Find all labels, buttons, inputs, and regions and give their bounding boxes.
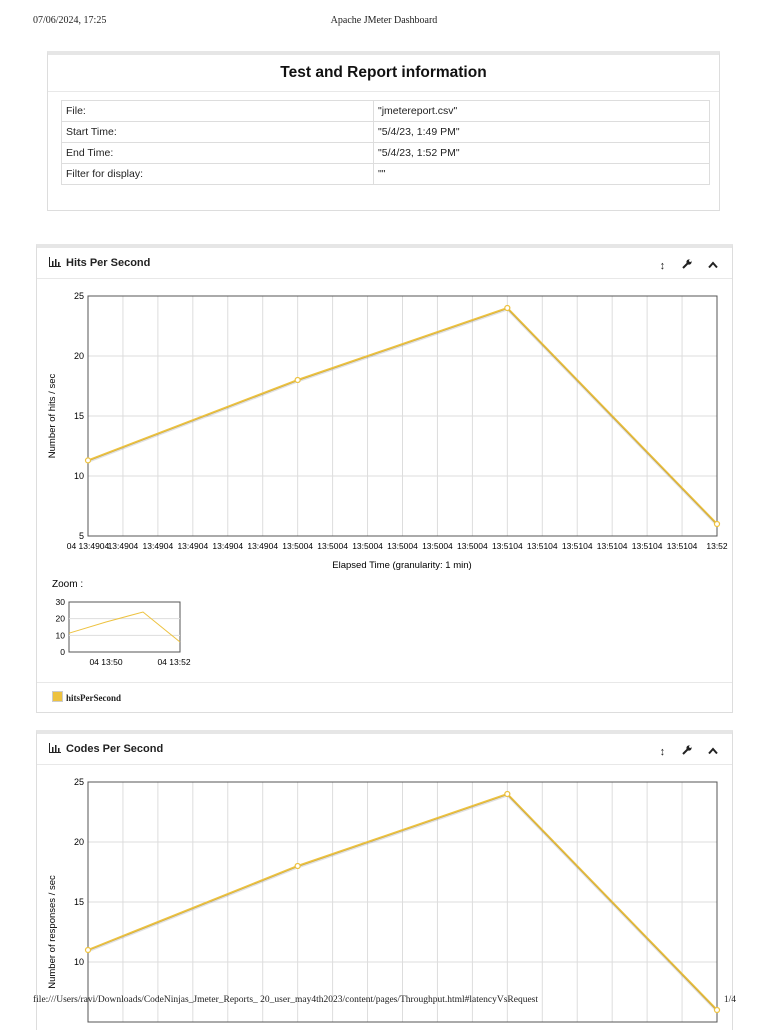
zoom-x-tick-label: 04 13:52: [157, 657, 190, 667]
y-tick-label: 25: [74, 291, 84, 301]
x-tick-label: 13:5004: [422, 541, 453, 551]
table-row: File: "jmetereport.csv": [61, 100, 710, 122]
y-axis-label: Number of hits / sec: [47, 374, 58, 459]
info-label: Start Time:: [61, 121, 374, 143]
legend-swatch: [52, 691, 63, 702]
y-tick-label: 15: [74, 897, 84, 907]
report-info-table: File: "jmetereport.csv" Start Time: "5/4/2…: [61, 100, 710, 185]
y-tick-label: 20: [74, 837, 84, 847]
resize-vertical-icon[interactable]: ↕: [659, 746, 666, 758]
y-axis-label: Number of responses / sec: [47, 875, 58, 989]
panel-title: Codes Per Second: [66, 743, 164, 755]
info-value: "5/4/23, 1:49 PM": [373, 121, 710, 143]
y-tick-label: 10: [74, 471, 84, 481]
zoom-overview-chart[interactable]: 0 10 20 30 04 13:50 04 13:52: [56, 597, 191, 667]
panel-header: Hits Per Second ↕: [37, 248, 732, 279]
x-tick-label: 13:5104: [492, 541, 523, 551]
codes-per-second-panel: Codes Per Second ↕ 10 15 20 25 Number of re…: [36, 730, 733, 1030]
x-tick-label: 04 13:4904: [67, 541, 110, 551]
x-tick-label: 13:52: [706, 541, 728, 551]
info-value: "": [373, 163, 710, 185]
zoom-label: Zoom :: [52, 579, 83, 590]
data-point: [294, 376, 301, 384]
x-tick-label: 13:4904: [177, 541, 208, 551]
bar-chart-icon: [49, 257, 61, 270]
x-tick-label: 13:5104: [527, 541, 558, 551]
legend-item[interactable]: hitsPerSecond: [52, 691, 121, 703]
report-info-panel: Test and Report information File: "jmeter…: [47, 51, 720, 211]
panel-title: Hits Per Second: [66, 257, 151, 269]
resize-vertical-icon[interactable]: ↕: [659, 260, 666, 272]
x-tick-label: 13:5004: [352, 541, 383, 551]
x-tick-label: 13:5104: [632, 541, 663, 551]
y-tick-label: 10: [74, 957, 84, 967]
print-page-title: Apache JMeter Dashboard: [330, 15, 438, 26]
print-page-number: 1/4: [723, 995, 736, 1005]
x-tick-label: 13:5104: [562, 541, 593, 551]
x-tick-label: 13:4904: [143, 541, 174, 551]
x-tick-label: 13:5104: [667, 541, 698, 551]
hits-per-second-panel: Hits Per Second ↕ 5 10 15 20 25 04 13:4904 13…: [36, 244, 733, 713]
table-row: Filter for display: "": [61, 163, 710, 185]
zoom-y-tick-label: 10: [56, 630, 66, 640]
info-label: End Time:: [61, 142, 374, 164]
x-tick-label: 13:4904: [247, 541, 278, 551]
report-info-title: Test and Report information: [280, 64, 487, 81]
zoom-x-tick-label: 04 13:50: [89, 657, 122, 667]
info-value: "5/4/23, 1:52 PM": [373, 142, 710, 164]
y-tick-label: 15: [74, 411, 84, 421]
x-tick-label: 13:5004: [282, 541, 313, 551]
y-tick-label: 25: [74, 777, 84, 787]
zoom-y-tick-label: 20: [56, 614, 66, 624]
wrench-icon[interactable]: [681, 745, 692, 758]
print-header: 07/06/2024, 17:25 Apache JMeter Dashboar…: [0, 15, 768, 29]
x-tick-label: 13:4904: [212, 541, 243, 551]
x-tick-label: 13:5004: [457, 541, 488, 551]
y-tick-label: 20: [74, 351, 84, 361]
chevron-up-icon[interactable]: [708, 260, 718, 272]
data-point: [294, 862, 301, 870]
chevron-up-icon[interactable]: [708, 746, 718, 758]
legend-label: hitsPerSecond: [66, 693, 121, 703]
info-value: "jmetereport.csv": [373, 100, 710, 122]
table-row: End Time: "5/4/23, 1:52 PM": [61, 142, 710, 164]
y-tick-label: 5: [79, 531, 84, 541]
data-point: [713, 1006, 721, 1014]
data-point: [504, 790, 511, 798]
x-tick-label: 13:5004: [317, 541, 348, 551]
info-label: File:: [61, 100, 374, 122]
table-row: Start Time: "5/4/23, 1:49 PM": [61, 121, 710, 143]
data-point: [504, 304, 511, 312]
zoom-y-tick-label: 0: [60, 647, 65, 657]
codes-line-chart: 10 15 20 25 Number of responses / sec: [47, 777, 721, 1023]
print-datetime: 07/06/2024, 17:25: [33, 15, 107, 26]
data-point: [84, 457, 92, 464]
wrench-icon[interactable]: [681, 259, 692, 272]
print-url: file:///Users/ravi/Downloads/CodeNinjas_…: [33, 995, 538, 1005]
data-point: [84, 946, 92, 954]
info-label: Filter for display:: [61, 163, 374, 185]
panel-header: Codes Per Second ↕: [37, 734, 732, 765]
x-tick-label: 13:5004: [387, 541, 418, 551]
divider: [48, 91, 719, 92]
chart-legend: hitsPerSecond: [37, 682, 732, 714]
x-tick-label: 13:5104: [597, 541, 628, 551]
x-axis-label: Elapsed Time (granularity: 1 min): [332, 560, 471, 571]
data-point: [713, 520, 721, 528]
bar-chart-icon: [49, 743, 61, 756]
zoom-y-tick-label: 30: [56, 597, 66, 607]
x-tick-label: 13:4904: [108, 541, 139, 551]
